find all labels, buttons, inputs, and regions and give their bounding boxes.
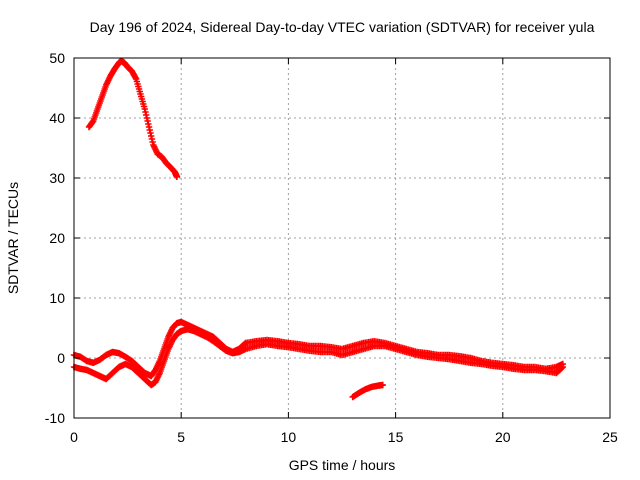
- data-point: [347, 349, 355, 356]
- series-arc-high: [85, 57, 181, 180]
- y-tick-label: 30: [49, 170, 65, 186]
- data-points: [70, 57, 567, 401]
- data-point: [358, 346, 365, 353]
- data-point: [155, 371, 163, 378]
- data-point: [97, 95, 105, 103]
- y-tick-label: 10: [49, 290, 65, 306]
- data-point: [145, 120, 152, 128]
- x-tick-label: 15: [388, 429, 404, 445]
- data-point: [102, 83, 109, 91]
- data-point: [139, 367, 146, 375]
- x-tick-label: 20: [495, 429, 511, 445]
- data-point: [390, 345, 398, 352]
- x-tick-label: 0: [70, 429, 78, 445]
- data-point: [132, 74, 139, 81]
- data-point: [132, 367, 140, 375]
- y-tick-label: 20: [49, 230, 65, 246]
- data-point: [401, 348, 408, 355]
- data-point: [140, 103, 148, 110]
- axis-ticks: 0 5 10 15 20 25 -10 0 10 20 30 40 50: [45, 50, 618, 445]
- data-point: [113, 365, 121, 373]
- series-arc-low: [349, 381, 386, 401]
- data-point: [100, 353, 108, 360]
- y-tick-label: 50: [49, 50, 65, 66]
- y-tick-label: 40: [49, 110, 65, 126]
- data-point: [164, 347, 171, 355]
- data-point: [557, 365, 564, 373]
- data-point: [149, 138, 156, 146]
- y-axis-label: SDTVAR / TECUs: [5, 182, 21, 294]
- x-axis-label: GPS time / hours: [289, 457, 396, 473]
- data-point: [93, 107, 101, 115]
- data-point: [160, 359, 167, 367]
- data-point: [139, 373, 146, 381]
- x-tick-label: 5: [177, 429, 185, 445]
- data-point: [164, 335, 171, 343]
- data-point: [214, 341, 221, 348]
- x-tick-label: 10: [281, 429, 297, 445]
- y-tick-label: 0: [57, 350, 65, 366]
- chart-title: Day 196 of 2024, Sidereal Day-to-day VTE…: [90, 19, 595, 35]
- data-point: [173, 172, 180, 180]
- x-tick-label: 25: [602, 429, 618, 445]
- series-arc-main-2: [70, 326, 567, 389]
- data-point: [107, 371, 114, 379]
- data-point: [558, 364, 565, 372]
- y-tick-label: -10: [45, 410, 65, 426]
- data-point: [132, 361, 140, 369]
- gridlines: [74, 58, 610, 418]
- data-point: [136, 88, 143, 95]
- data-point: [378, 381, 386, 389]
- data-point: [347, 343, 355, 350]
